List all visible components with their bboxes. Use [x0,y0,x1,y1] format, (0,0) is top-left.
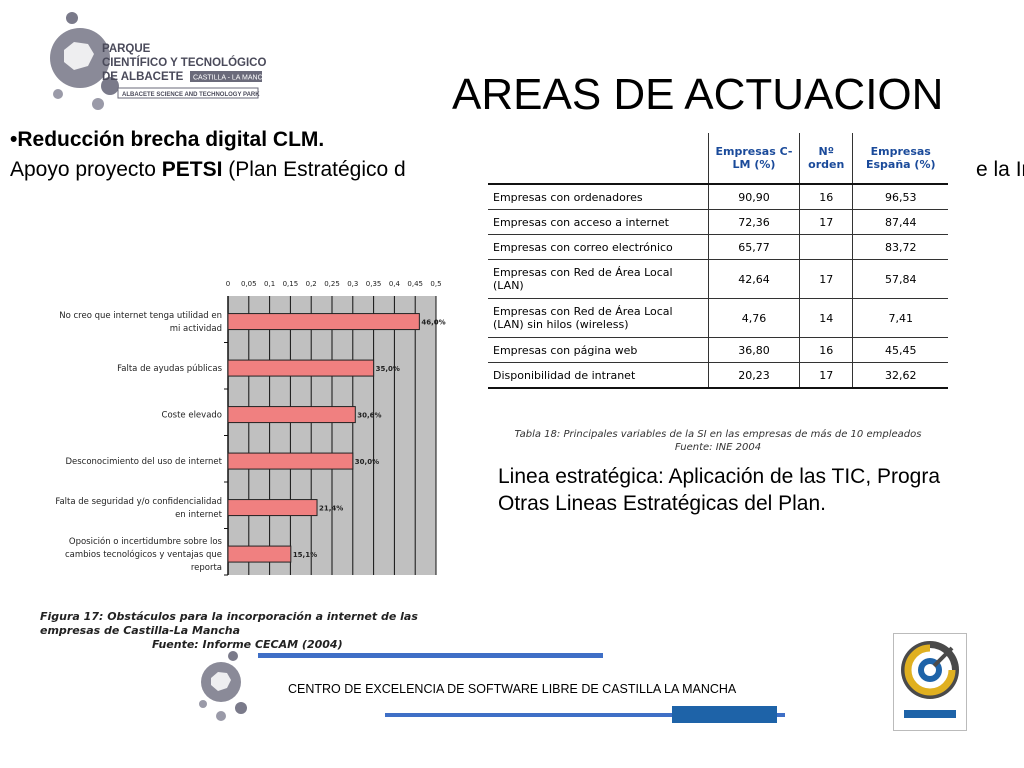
bullet-brecha-digital: •Reducción brecha digital CLM. [10,128,325,151]
chart-tick-label: 0,3 [347,280,358,288]
chart-category-label: Falta de seguridad y/o confidencialidad e… [55,497,222,520]
linea-line-2: Otras Lineas Estratégicas del Plan. [498,492,827,515]
table-row-label: Empresas con ordenadores [488,184,709,210]
obstacles-bar-chart: 0 0,05 0,1 0,15 0,2 0,25 0,3 0,35 0,4 0,45 0,5 46,0… [30,270,450,585]
chart-category-label: Desconocimiento del uso de internet [65,457,222,467]
table-cell: 83,72 [852,234,948,260]
logo-line-2: CIENTÍFICO Y TECNOLÓGICO [102,56,266,69]
logo-region: CASTILLA - LA MANCHA [193,75,273,82]
chart-tick-label: 0,05 [241,280,257,288]
table-row: Empresas con Red de Área Local (LAN) sin… [488,298,948,338]
support-petsi-text: Apoyo proyecto PETSI (Plan Estratégico d… [10,158,1024,182]
footer-molecule-logo [195,648,255,724]
table-cell: 17 [798,259,853,299]
chart-category-label: No creo que internet tenga utilidad en mi… [59,311,222,334]
table-cell: 57,84 [852,259,948,299]
chart-data-label: 15,1% [293,551,317,559]
chart-tick-label: 0,45 [407,280,423,288]
chart-tick-label: 0,2 [306,280,317,288]
chart-data-label: 46,0% [421,319,445,327]
chart-tick-label: 0,25 [324,280,340,288]
table-caption-line-2: Fuente: INE 2004 [674,442,762,453]
chart-bar [227,545,292,563]
chart-data-label: 35,0% [376,365,400,373]
footer-accent-bar-top [258,653,603,658]
table-cell: 36,80 [708,337,800,363]
table-cell: 42,64 [708,259,800,299]
table-cell: 87,44 [852,209,948,235]
table-cell: 7,41 [852,298,948,338]
table-row-label: Empresas con Red de Área Local (LAN) [488,259,709,299]
table-header-cell [488,133,709,185]
table-row-label: Empresas con correo electrónico [488,234,709,260]
logo-line-1: PARQUE [102,43,151,55]
chart-tick-label: 0,35 [366,280,382,288]
table-header-row: Empresas C-LM (%) Nº orden Empresas Espa… [488,133,948,185]
table-caption-line-1: Tabla 18: Principales variables de la SI… [514,429,922,440]
table-cell: 4,76 [708,298,800,338]
page-title: AREAS DE ACTUACION [452,70,944,119]
chart-caption-line-1: Figura 17: Obstáculos para la incorporac… [40,610,418,637]
support-tail: e la In [976,158,1024,181]
table-row: Disponibilidad de intranet 20,23 17 32,62 [488,362,948,389]
chart-tick-label: 0,15 [283,280,299,288]
chart-bar [227,499,318,517]
support-prefix: Apoyo proyecto [10,158,162,181]
table-row-label: Disponibilidad de intranet [488,362,709,389]
table-header-cell: Empresas España (%) [852,133,948,185]
parque-cientifico-logo: PARQUE CIENTÍFICO Y TECNOLÓGICO DE ALBAC… [40,8,280,118]
table-row: Empresas con Red de Área Local (LAN) 42,6… [488,259,948,299]
chart-tick-label: 0,4 [389,280,401,288]
chart-bar [227,359,375,377]
table-row: Empresas con acceso a internet 72,36 17 87,… [488,209,948,235]
table-cell: 45,45 [852,337,948,363]
chart-data-label: 21,4% [319,505,343,513]
table-cell: 16 [798,184,853,210]
footer-center-name: CENTRO DE EXCELENCIA DE SOFTWARE LIBRE D… [288,682,737,696]
table-cell: 16 [798,337,853,363]
table-row: Empresas con ordenadores 90,90 16 96,53 [488,184,948,210]
chart-tick-label: 0,5 [430,280,441,288]
table-row: Empresas con página web 36,80 16 45,45 [488,337,948,363]
chart-tick-label: 0,1 [264,280,275,288]
table-cell: 20,23 [708,362,800,389]
table-cell: 14 [798,298,853,338]
table-caption: Tabla 18: Principales variables de la SI… [488,428,948,454]
chart-data-label: 30,0% [355,458,379,466]
chart-bar [227,313,420,331]
software-libre-badge-icon [893,633,967,731]
chart-bar [227,406,356,424]
chart-data-label: 30,6% [357,412,381,420]
table-row: Empresas con correo electrónico 65,77 83,7… [488,234,948,260]
table-cell [798,234,853,260]
footer-accent-block [672,706,777,723]
chart-category-label: Coste elevado [162,411,222,421]
linea-estrategica-text: Linea estratégica: Aplicación de las TIC… [498,463,1024,517]
support-petsi-bold: PETSI [161,158,223,181]
table-row-label: Empresas con acceso a internet [488,209,709,235]
chart-category-label: Falta de ayudas públicas [117,364,222,374]
table-cell: 65,77 [708,234,800,260]
si-variables-table: Empresas C-LM (%) Nº orden Empresas Espa… [488,133,948,389]
logo-subtitle: ALBACETE SCIENCE AND TECHNOLOGY PARK [122,92,260,98]
table-row-label: Empresas con página web [488,337,709,363]
footer-accent-bar-bottom [385,713,785,717]
table-cell: 72,36 [708,209,800,235]
support-rest: (Plan Estratégico d [222,158,406,181]
chart-tick-label: 0 [226,280,230,288]
table-cell: 90,90 [708,184,800,210]
table-cell: 17 [798,209,853,235]
table-row-label: Empresas con Red de Área Local (LAN) sin… [488,298,709,338]
table-cell: 96,53 [852,184,948,210]
table-header-cell: Empresas C-LM (%) [708,133,800,185]
linea-line-1: Linea estratégica: Aplicación de las TIC… [498,465,941,488]
table-cell: 17 [798,362,853,389]
chart-bar [227,452,354,470]
chart-caption: Figura 17: Obstáculos para la incorporac… [40,610,440,652]
logo-line-3: DE ALBACETE [102,71,184,83]
chart-category-label: Oposición o incertidumbre sobre los cambi… [65,536,223,573]
table-header-cell: Nº orden [798,133,853,185]
chart-caption-line-2: Fuente: Informe CECAM (2004) [152,638,343,651]
table-cell: 32,62 [852,362,948,389]
